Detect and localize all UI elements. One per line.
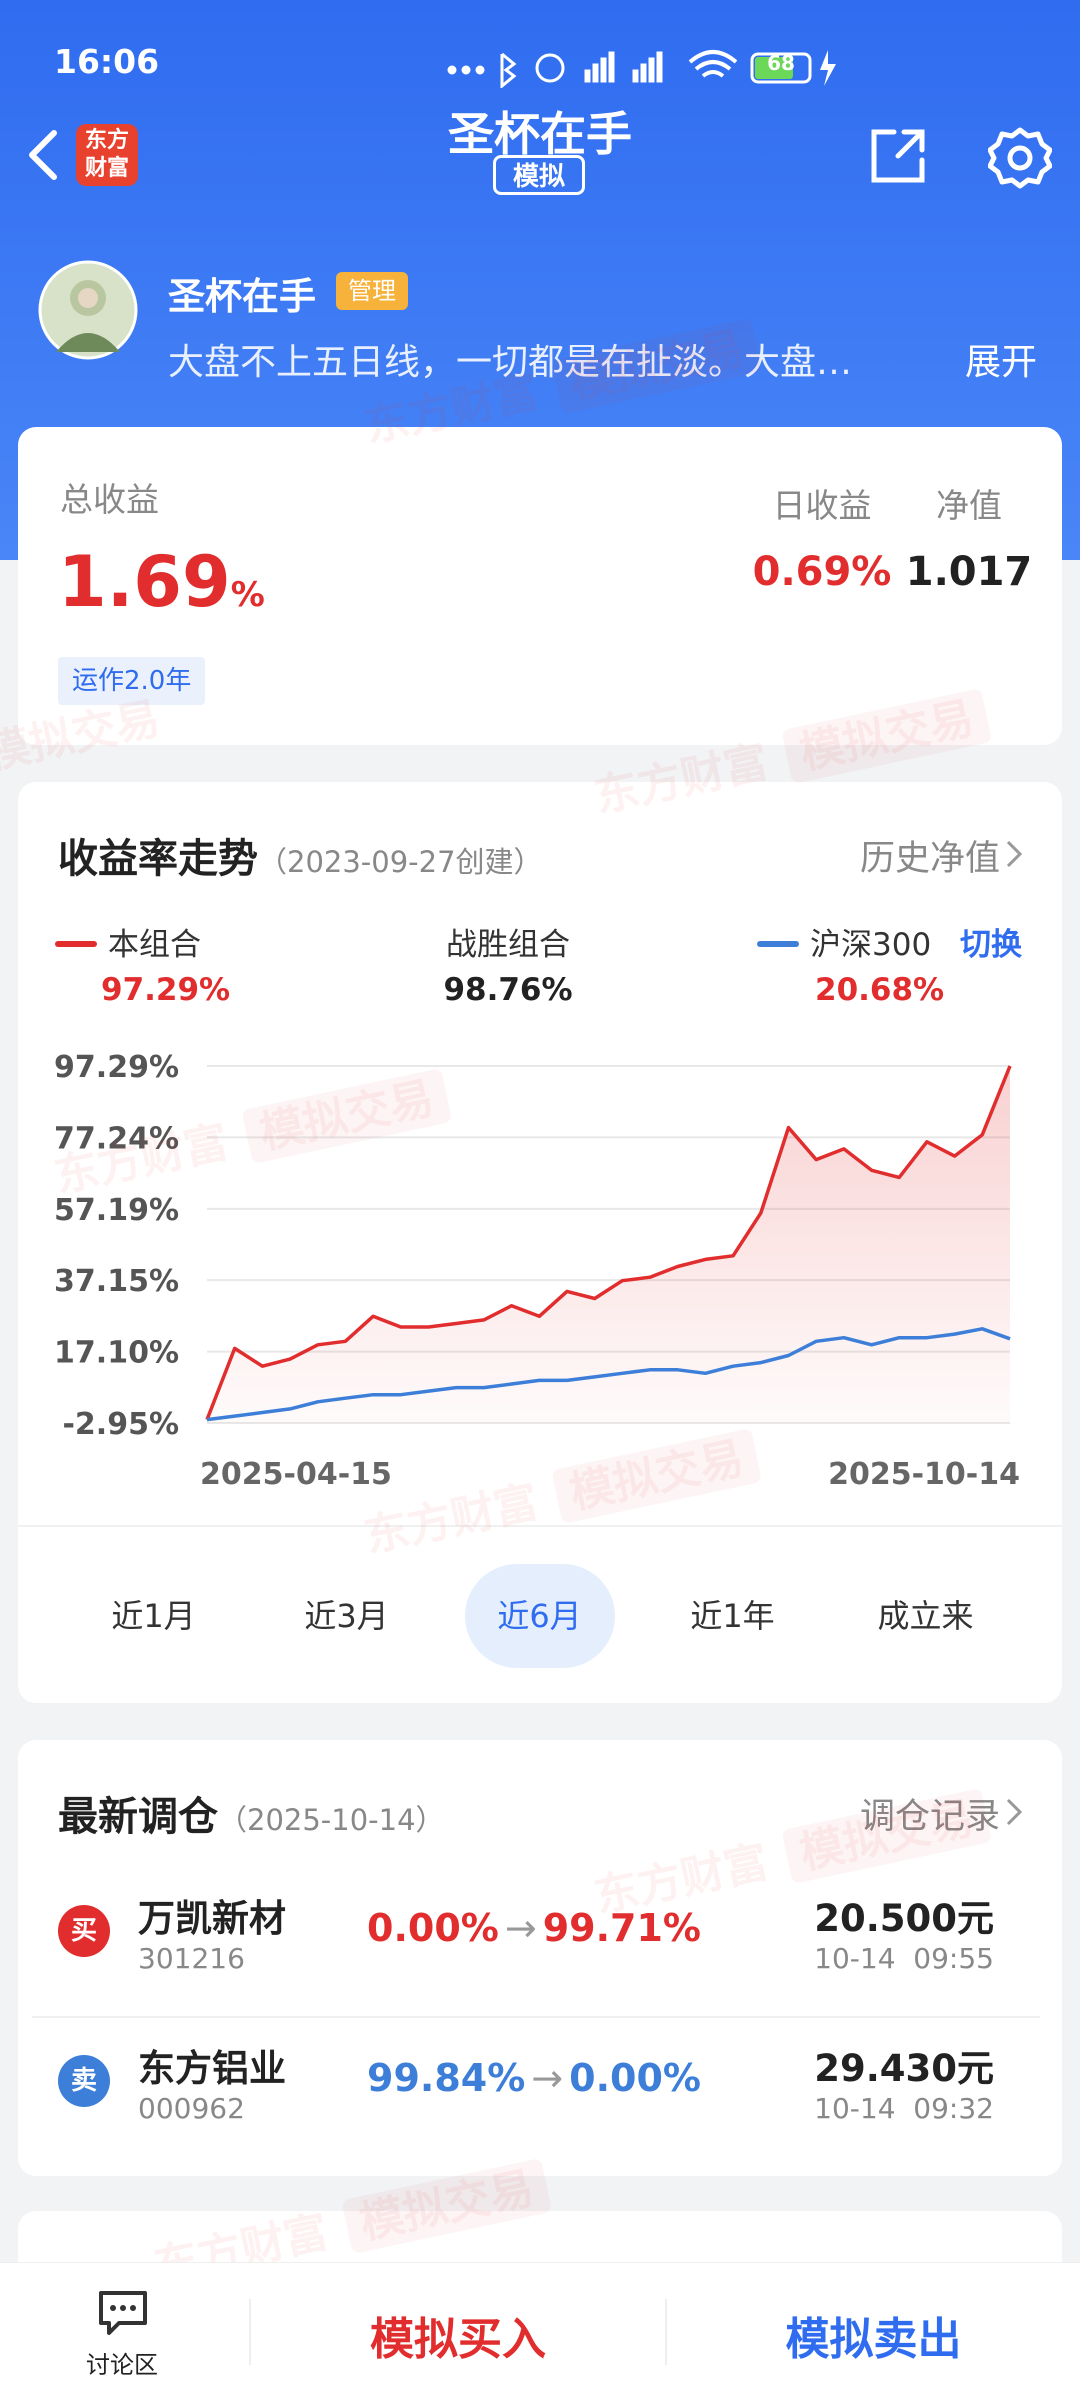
- y-tick-label: 97.29%: [54, 1050, 179, 1085]
- role-tag: 管理: [336, 272, 408, 310]
- trade-rows: 买万凯新材 301216 0.00% → 99.71% 20.500元 10-14 09:5…: [18, 1870, 1062, 2170]
- daily-return-label-text: 日收益: [772, 486, 872, 525]
- x-tick-label: 2025-10-14: [828, 1457, 1020, 1492]
- history-link[interactable]: 历史净值: [859, 839, 1000, 879]
- divider: [18, 1525, 1062, 1527]
- trade-row: 卖东方铝业 000962 99.84% → 0.00% 29.430元 10-14 09:3…: [18, 2016, 1062, 2170]
- battery-level: 68: [767, 51, 795, 75]
- chart: 本组合 97.29% 沪深300 20.68% 战胜组合 98.76% 切换 -2.95% 17…: [54, 927, 1022, 1492]
- status-icons: [447, 50, 836, 88]
- stock-name: 万凯新材: [138, 1897, 286, 1940]
- total-return-value: 1.69: [58, 541, 231, 623]
- discuss-button[interactable]: 讨论区: [86, 2351, 158, 2379]
- user-description: 大盘不上五日线，一切都是在扯淡。大盘…: [168, 342, 853, 383]
- ratio-from: 0.00%: [367, 1906, 499, 1950]
- stock-name: 东方铝业: [138, 2047, 286, 2090]
- trades-date: （2025-10-14）: [218, 1803, 445, 1837]
- period-tab[interactable]: 近1年: [690, 1597, 775, 1635]
- total-return-unit: %: [230, 575, 265, 615]
- logo-text: 财富: [84, 156, 129, 181]
- x-tick-label: 2025-04-15: [200, 1457, 392, 1492]
- action-icon: 买: [58, 1905, 110, 1957]
- mode-badge: 模拟: [493, 155, 585, 195]
- nav-label-text: 净值: [936, 486, 1002, 525]
- app-logo: 东方 财富: [76, 124, 138, 186]
- action-icon: 卖: [58, 2055, 110, 2107]
- user-name: 圣杯在手: [168, 275, 316, 318]
- legend-label: 本组合: [108, 927, 201, 963]
- series-line: [205, 1065, 1012, 1421]
- expand-button[interactable]: 展开: [964, 342, 1037, 383]
- duration-tag: 运作2.0年: [58, 657, 206, 705]
- daily-return-value: 0.69%: [752, 549, 892, 595]
- trade-time: 10-14 09:32: [814, 2092, 994, 2125]
- y-tick-label: 57.19%: [54, 1193, 179, 1228]
- legend-value: 97.29%: [101, 972, 230, 1008]
- ratio-arrow: →: [504, 1906, 537, 1950]
- divider: [32, 2016, 1040, 2018]
- nav-value-text: 1.017: [905, 549, 1033, 595]
- settings-button[interactable]: [988, 126, 1052, 190]
- y-tick-label: 37.15%: [54, 1264, 179, 1299]
- summary-card: 总收益 1.69% 运作2.0年 日收益 净值 0.69% 1.017: [18, 427, 1062, 745]
- stock-code: 000962: [138, 2092, 245, 2125]
- series-line: [206, 1327, 1011, 1422]
- chevron: [1006, 1798, 1023, 1826]
- trade-row: 买万凯新材 301216 0.00% → 99.71% 20.500元 10-14 09:5…: [18, 1870, 1062, 2020]
- ratio-to: 99.71%: [542, 1906, 701, 1950]
- ratio-from: 99.84%: [367, 2056, 526, 2100]
- beat-label: 战胜组合: [446, 927, 570, 963]
- avatar: [38, 260, 138, 360]
- y-tick-label: 17.10%: [54, 1336, 179, 1371]
- trade-time: 10-14 09:55: [814, 1942, 994, 1975]
- trades-heading: 最新调仓（2025-10-14）: [58, 1784, 445, 1842]
- chevron: [1006, 840, 1023, 868]
- separator: [249, 2299, 251, 2365]
- trade-price: 20.500元: [814, 1897, 994, 1940]
- stock-code: 301216: [138, 1942, 245, 1975]
- chart-title: 收益率走势: [58, 836, 258, 882]
- buy-button[interactable]: 模拟买入: [370, 2314, 546, 2365]
- period-tab[interactable]: 近1月: [111, 1597, 196, 1635]
- total-return: 1.69%: [58, 541, 265, 623]
- area-fill: [207, 1066, 1010, 1423]
- share-button[interactable]: [868, 126, 928, 186]
- discuss-icon: [99, 2291, 147, 2335]
- ratio-arrow: →: [531, 2056, 564, 2100]
- legend-value: 20.68%: [815, 972, 944, 1008]
- logo-text: 东方: [84, 128, 129, 153]
- period-tabs: 近1月 近3月 近6月 近1年 成立来: [57, 1564, 1022, 1668]
- status-time: 16:06: [54, 42, 160, 81]
- total-return-label: 总收益: [60, 480, 159, 519]
- period-tab[interactable]: 近3月: [304, 1597, 389, 1635]
- period-tab[interactable]: 近6月: [443, 1564, 636, 1668]
- sell-button[interactable]: 模拟卖出: [785, 2314, 962, 2365]
- switch-button[interactable]: 切换: [960, 927, 1022, 963]
- trades-link[interactable]: 调仓记录: [859, 1797, 1000, 1837]
- ratio-to: 0.00%: [569, 2056, 701, 2100]
- trade-price: 29.430元: [814, 2047, 994, 2090]
- page-title: 圣杯在手: [448, 107, 632, 161]
- legend-label: 沪深300: [810, 927, 931, 963]
- period-tab[interactable]: 成立来: [877, 1597, 974, 1635]
- y-tick-label: 77.24%: [54, 1121, 179, 1156]
- chart-subtitle: （2023-09-27创建）: [258, 845, 543, 879]
- trades-card: 最新调仓（2025-10-14） 调仓记录 买万凯新材 301216 0.00% → 9…: [18, 1740, 1062, 2176]
- bottom-bar: 讨论区 模拟买入 模拟卖出: [0, 2262, 1080, 2401]
- y-tick-label: -2.95%: [62, 1407, 179, 1442]
- chart-heading: 收益率走势（2023-09-27创建）: [58, 826, 543, 884]
- back-button[interactable]: [18, 125, 68, 185]
- separator: [665, 2299, 667, 2365]
- trades-title: 最新调仓: [58, 1794, 218, 1840]
- beat-value: 98.76%: [443, 972, 572, 1008]
